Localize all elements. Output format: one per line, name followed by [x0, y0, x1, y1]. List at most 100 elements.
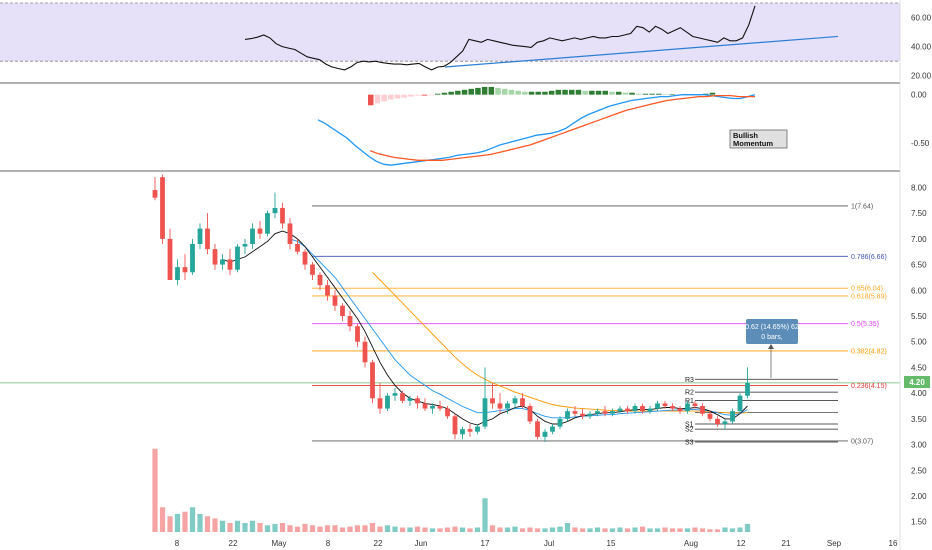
macd-histogram-bar — [575, 89, 582, 95]
candle-body — [392, 393, 398, 396]
volume-bar — [182, 511, 188, 532]
candle-body — [670, 406, 675, 409]
macd-histogram-bar — [542, 91, 548, 95]
fib-level-label: 0.618(5.89) — [851, 293, 887, 300]
volume-bar — [639, 526, 646, 532]
macd-histogram-bar — [421, 94, 428, 96]
rsi-trendline — [444, 35, 839, 68]
volume-bar — [452, 526, 458, 532]
signal-line — [369, 94, 755, 161]
macd-histogram-bar — [502, 88, 508, 95]
candle-body — [595, 411, 600, 414]
volume-bar — [414, 526, 421, 532]
volume-bar — [669, 528, 676, 532]
candle-body — [242, 244, 248, 247]
candle-body — [640, 406, 645, 412]
volume-bar — [534, 528, 541, 532]
volume-bar — [197, 514, 203, 532]
macd-line — [317, 94, 756, 166]
macd-tick-label: -0.50 — [911, 139, 930, 148]
volume-bar — [684, 528, 691, 532]
macd-histogram-bar — [414, 94, 421, 96]
candle-body — [647, 408, 653, 412]
macd-histogram-bar — [448, 91, 454, 95]
candle-body — [662, 403, 668, 406]
candle-body — [542, 431, 548, 437]
macd-histogram-bar — [589, 90, 595, 95]
price-panel[interactable]: 1(7.64) 0.786(6.66) 0.65(6.04)0.618(5.89) 0… — [0, 174, 930, 532]
candle-body — [482, 398, 488, 427]
volume-bar — [369, 523, 376, 532]
time-tick-label: 15 — [607, 539, 616, 548]
candle-body — [550, 426, 555, 432]
price-tick-label: 8.00 — [911, 183, 927, 192]
volume-bar — [332, 525, 338, 532]
macd-tick-label: 0.00 — [911, 91, 927, 100]
fib-level-label: 0.786(6.66) — [851, 254, 887, 261]
candle-body — [370, 362, 375, 399]
macd-histogram-bar — [602, 90, 608, 95]
volume-bar — [152, 448, 158, 532]
macd-label-box: Bullish Momentum — [729, 129, 788, 149]
candle-body — [452, 416, 458, 435]
candle-body — [415, 398, 420, 404]
candle-body — [175, 267, 180, 280]
macd-histogram-bar — [468, 88, 474, 95]
volume-bar — [444, 527, 451, 532]
moving-average-mid — [289, 238, 748, 419]
fibonacci-levels: 1(7.64) 0.786(6.66) 0.65(6.04)0.618(5.89) 0… — [312, 203, 887, 445]
pivot-level-label: R3 — [685, 377, 694, 384]
price-tick-label: 2.50 — [911, 466, 927, 475]
candle-body — [182, 267, 188, 273]
measure-box — [746, 319, 798, 344]
rsi-panel[interactable]: 20.00 40.00 60.00 — [0, 2, 932, 81]
fib-level-label: 0.65(6.04) — [851, 286, 883, 293]
pivot-level-label: S3 — [685, 440, 694, 447]
volume-bar — [744, 523, 751, 532]
macd-histogram-bar — [428, 94, 434, 96]
volume-bar — [467, 528, 473, 532]
candle-body — [362, 341, 368, 363]
volume-bar — [392, 526, 398, 532]
volume-bar — [339, 527, 346, 532]
volume-bar — [542, 528, 548, 532]
macd-panel[interactable]: 0.00 -0.50 Bullish Momentum — [317, 86, 930, 166]
candle-body — [152, 190, 158, 198]
candle-body — [212, 249, 218, 265]
volume-bar — [407, 527, 413, 532]
candle-body — [445, 408, 450, 417]
volume-bar — [459, 527, 466, 532]
volume-bar — [632, 527, 638, 532]
candle-body — [715, 418, 720, 424]
candle-body — [407, 398, 413, 401]
candle-body — [220, 259, 225, 265]
macd-histogram-bar — [475, 87, 481, 95]
volume-bar — [512, 526, 518, 532]
macd-histogram-bar — [555, 89, 562, 95]
rsi-band — [0, 3, 900, 62]
moving-average-slow — [372, 271, 748, 414]
macd-histogram-bar — [528, 91, 535, 95]
volume-bar — [624, 528, 631, 532]
macd-histogram-bar — [703, 93, 709, 95]
candle-body — [340, 305, 345, 316]
candle-body — [295, 244, 300, 252]
volume-bar — [279, 523, 286, 532]
volume-bar — [504, 527, 511, 532]
volume-bar — [294, 526, 301, 532]
price-tick-label: 3.00 — [911, 441, 927, 450]
candle-body — [520, 398, 525, 406]
candle-body — [685, 403, 690, 412]
macd-histogram-bar — [656, 93, 662, 95]
price-tick-label: 1.50 — [911, 518, 927, 527]
measure-text-2: 0 bars, — [761, 334, 782, 341]
candle-body — [602, 411, 608, 414]
volume-bar — [564, 523, 571, 532]
volume-bar — [587, 528, 593, 532]
price-tick-label: 2.00 — [911, 492, 927, 501]
candle-body — [497, 403, 503, 409]
volume-bar — [242, 523, 248, 532]
macd-histogram-bar — [669, 94, 675, 95]
volume-bar — [722, 527, 728, 532]
